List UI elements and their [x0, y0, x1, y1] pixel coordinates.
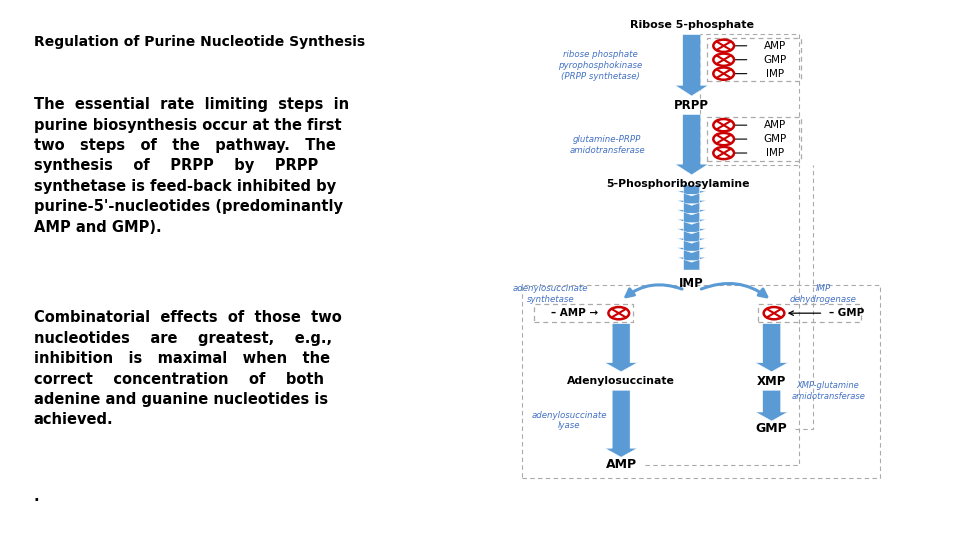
Polygon shape: [677, 229, 707, 241]
Polygon shape: [677, 238, 707, 251]
Polygon shape: [605, 324, 637, 372]
Text: GMP: GMP: [764, 134, 787, 144]
Text: AMP: AMP: [764, 41, 786, 51]
Polygon shape: [675, 35, 708, 96]
Text: – AMP →: – AMP →: [550, 308, 598, 318]
Circle shape: [713, 39, 734, 52]
Circle shape: [713, 68, 734, 80]
Text: adenylosuccinate
synthetase: adenylosuccinate synthetase: [513, 284, 588, 303]
Text: – GMP: – GMP: [829, 308, 865, 318]
Text: XMP-glutamine
amidotransferase: XMP-glutamine amidotransferase: [791, 381, 865, 401]
Text: The  essential  rate  limiting  steps  in
purine biosynthesis occur at the first: The essential rate limiting steps in pur…: [34, 97, 348, 234]
Text: ribose phosphate
pyrophosphokinase
(PRPP synthetase): ribose phosphate pyrophosphokinase (PRPP…: [558, 50, 642, 80]
Bar: [700, 34, 799, 165]
Polygon shape: [756, 324, 787, 372]
Text: XMP: XMP: [757, 375, 786, 388]
Circle shape: [713, 147, 734, 159]
Circle shape: [713, 53, 734, 66]
Polygon shape: [756, 390, 787, 421]
Text: IMP: IMP: [766, 69, 784, 79]
Polygon shape: [677, 219, 707, 232]
Text: Combinatorial  effects  of  those  two
nucleotides    are    greatest,    e.g.,
: Combinatorial effects of those two nucle…: [34, 310, 342, 428]
Text: GMP: GMP: [764, 55, 787, 65]
Text: GMP: GMP: [756, 422, 787, 435]
Text: Adenylosuccinate: Adenylosuccinate: [567, 376, 675, 387]
Polygon shape: [677, 248, 707, 260]
Circle shape: [713, 133, 734, 145]
Polygon shape: [677, 191, 707, 204]
Polygon shape: [605, 390, 637, 457]
Polygon shape: [677, 181, 707, 194]
Text: PRPP: PRPP: [674, 99, 709, 112]
Polygon shape: [675, 114, 708, 175]
Text: .: .: [34, 489, 39, 504]
Polygon shape: [677, 200, 707, 213]
Circle shape: [609, 307, 629, 319]
Text: Ribose 5-phosphate: Ribose 5-phosphate: [630, 20, 754, 30]
Text: 5-Phosphoribosylamine: 5-Phosphoribosylamine: [606, 179, 750, 188]
Text: AMP: AMP: [764, 120, 786, 130]
Circle shape: [763, 307, 784, 319]
Text: glutamine-PRPP
amidotransferase: glutamine-PRPP amidotransferase: [569, 135, 645, 154]
Polygon shape: [677, 210, 707, 222]
Text: adenylosuccinate
lyase: adenylosuccinate lyase: [532, 410, 607, 430]
Text: IMP
dehydrogenase: IMP dehydrogenase: [790, 284, 857, 303]
Text: Regulation of Purine Nucleotide Synthesis: Regulation of Purine Nucleotide Synthesi…: [34, 35, 365, 49]
Circle shape: [713, 119, 734, 131]
Polygon shape: [677, 257, 707, 270]
Text: IMP: IMP: [766, 148, 784, 158]
Text: IMP: IMP: [680, 278, 704, 291]
Text: AMP: AMP: [606, 458, 636, 471]
